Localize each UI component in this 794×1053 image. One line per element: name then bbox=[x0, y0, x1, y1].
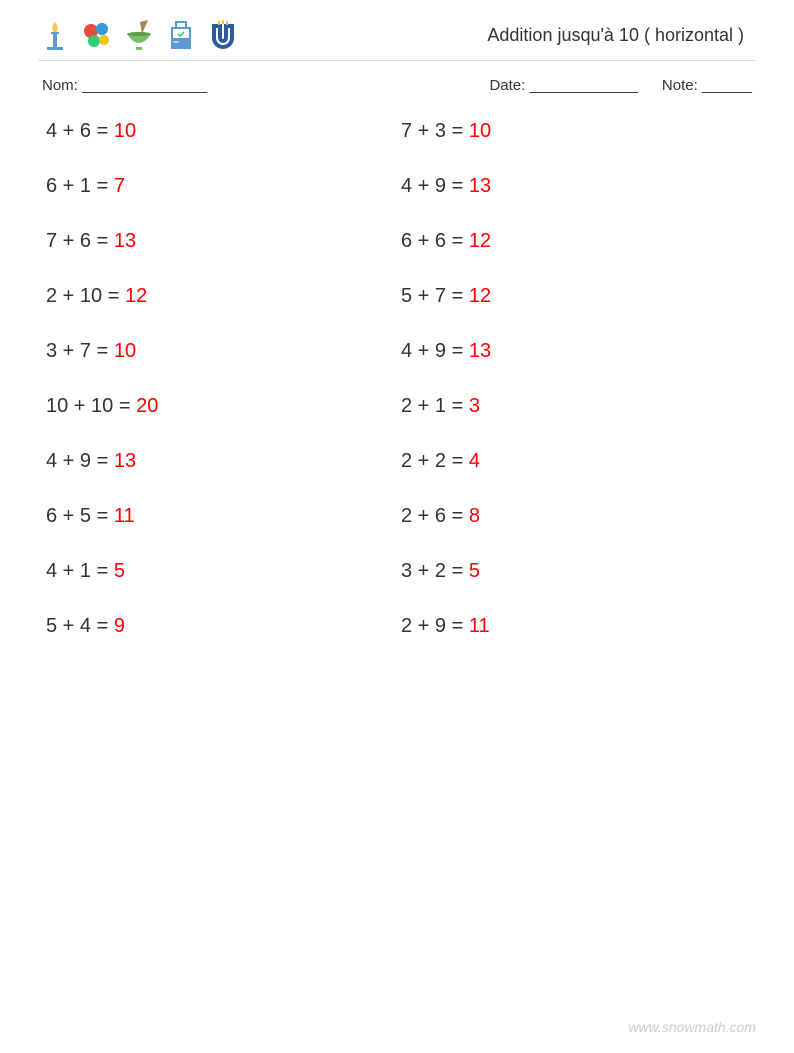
flask-icon bbox=[164, 18, 198, 52]
problem-item: 2 + 6 = 8 bbox=[401, 505, 756, 528]
problem-item: 7 + 3 = 10 bbox=[401, 120, 756, 143]
problem-answer: 3 bbox=[469, 395, 480, 417]
problem-answer: 13 bbox=[114, 450, 136, 472]
problem-answer: 13 bbox=[469, 340, 491, 362]
problem-answer: 13 bbox=[469, 175, 491, 197]
problem-item: 2 + 9 = 11 bbox=[401, 615, 756, 638]
info-right: Date: _____________ Note: ______ bbox=[489, 77, 752, 94]
problem-answer: 5 bbox=[469, 560, 480, 582]
problem-answer: 10 bbox=[469, 120, 491, 142]
problems-grid: 4 + 6 = 107 + 3 = 106 + 1 = 74 + 9 = 137… bbox=[38, 120, 756, 638]
problem-question: 2 + 10 = bbox=[46, 285, 125, 307]
problem-answer: 12 bbox=[469, 230, 491, 252]
problem-question: 4 + 9 = bbox=[46, 450, 114, 472]
problem-answer: 13 bbox=[114, 230, 136, 252]
header-icons bbox=[38, 18, 240, 52]
problem-question: 10 + 10 = bbox=[46, 395, 136, 417]
problem-question: 5 + 4 = bbox=[46, 615, 114, 637]
problem-item: 3 + 7 = 10 bbox=[46, 340, 401, 363]
problem-answer: 12 bbox=[125, 285, 147, 307]
problem-item: 7 + 6 = 13 bbox=[46, 230, 401, 253]
worksheet-page: Addition jusqu'à 10 ( horizontal ) Nom: … bbox=[0, 0, 794, 1053]
info-row: Nom: _______________ Date: _____________… bbox=[38, 77, 756, 94]
problem-answer: 12 bbox=[469, 285, 491, 307]
problem-question: 7 + 6 = bbox=[46, 230, 114, 252]
info-left: Nom: _______________ bbox=[42, 77, 207, 94]
problem-answer: 10 bbox=[114, 120, 136, 142]
problem-answer: 4 bbox=[469, 450, 480, 472]
problem-question: 2 + 6 = bbox=[401, 505, 469, 527]
problem-question: 6 + 6 = bbox=[401, 230, 469, 252]
problem-answer: 5 bbox=[114, 560, 125, 582]
problem-answer: 9 bbox=[114, 615, 125, 637]
problem-answer: 20 bbox=[136, 395, 158, 417]
problem-question: 3 + 7 = bbox=[46, 340, 114, 362]
problem-question: 7 + 3 = bbox=[401, 120, 469, 142]
problem-question: 5 + 7 = bbox=[401, 285, 469, 307]
problem-item: 6 + 6 = 12 bbox=[401, 230, 756, 253]
name-field: Nom: _______________ bbox=[42, 77, 207, 94]
problem-question: 2 + 2 = bbox=[401, 450, 469, 472]
magnet-icon bbox=[206, 18, 240, 52]
problem-item: 3 + 2 = 5 bbox=[401, 560, 756, 583]
problem-question: 2 + 1 = bbox=[401, 395, 469, 417]
problem-question: 4 + 6 = bbox=[46, 120, 114, 142]
problem-question: 3 + 2 = bbox=[401, 560, 469, 582]
score-field: Note: ______ bbox=[662, 77, 752, 94]
mortar-icon bbox=[122, 18, 156, 52]
problem-item: 4 + 9 = 13 bbox=[401, 340, 756, 363]
worksheet-title: Addition jusqu'à 10 ( horizontal ) bbox=[487, 25, 756, 46]
problem-item: 2 + 1 = 3 bbox=[401, 395, 756, 418]
problem-question: 6 + 5 = bbox=[46, 505, 114, 527]
problem-question: 6 + 1 = bbox=[46, 175, 114, 197]
problem-item: 6 + 1 = 7 bbox=[46, 175, 401, 198]
problem-item: 2 + 2 = 4 bbox=[401, 450, 756, 473]
problem-answer: 10 bbox=[114, 340, 136, 362]
problem-item: 2 + 10 = 12 bbox=[46, 285, 401, 308]
problem-answer: 11 bbox=[469, 615, 490, 637]
problem-item: 5 + 7 = 12 bbox=[401, 285, 756, 308]
problem-answer: 8 bbox=[469, 505, 480, 527]
problem-answer: 11 bbox=[114, 505, 135, 527]
problem-item: 10 + 10 = 20 bbox=[46, 395, 401, 418]
problem-item: 4 + 1 = 5 bbox=[46, 560, 401, 583]
problem-question: 2 + 9 = bbox=[401, 615, 469, 637]
problem-item: 4 + 9 = 13 bbox=[46, 450, 401, 473]
header-bar: Addition jusqu'à 10 ( horizontal ) bbox=[38, 18, 756, 61]
problem-item: 5 + 4 = 9 bbox=[46, 615, 401, 638]
problem-question: 4 + 9 = bbox=[401, 175, 469, 197]
problem-question: 4 + 1 = bbox=[46, 560, 114, 582]
burner-icon bbox=[38, 18, 72, 52]
problem-item: 4 + 9 = 13 bbox=[401, 175, 756, 198]
problem-item: 6 + 5 = 11 bbox=[46, 505, 401, 528]
date-field: Date: _____________ bbox=[489, 77, 637, 94]
problem-question: 4 + 9 = bbox=[401, 340, 469, 362]
problem-item: 4 + 6 = 10 bbox=[46, 120, 401, 143]
molecules-icon bbox=[80, 18, 114, 52]
problem-answer: 7 bbox=[114, 175, 125, 197]
watermark-text: www.snowmath.com bbox=[628, 1019, 756, 1035]
